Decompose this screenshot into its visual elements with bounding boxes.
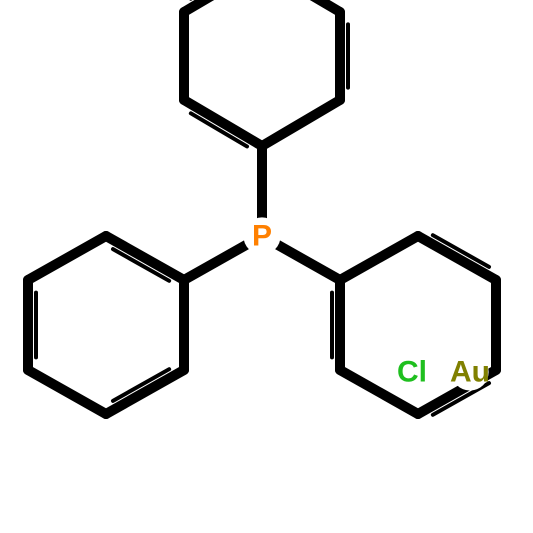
- atom-label-p: P: [252, 220, 272, 253]
- atom-label-au: Au: [450, 356, 490, 389]
- molecule-canvas: P Cl Au: [0, 0, 533, 533]
- bonds-layer: [28, 0, 496, 415]
- atom-label-cl: Cl: [397, 356, 427, 389]
